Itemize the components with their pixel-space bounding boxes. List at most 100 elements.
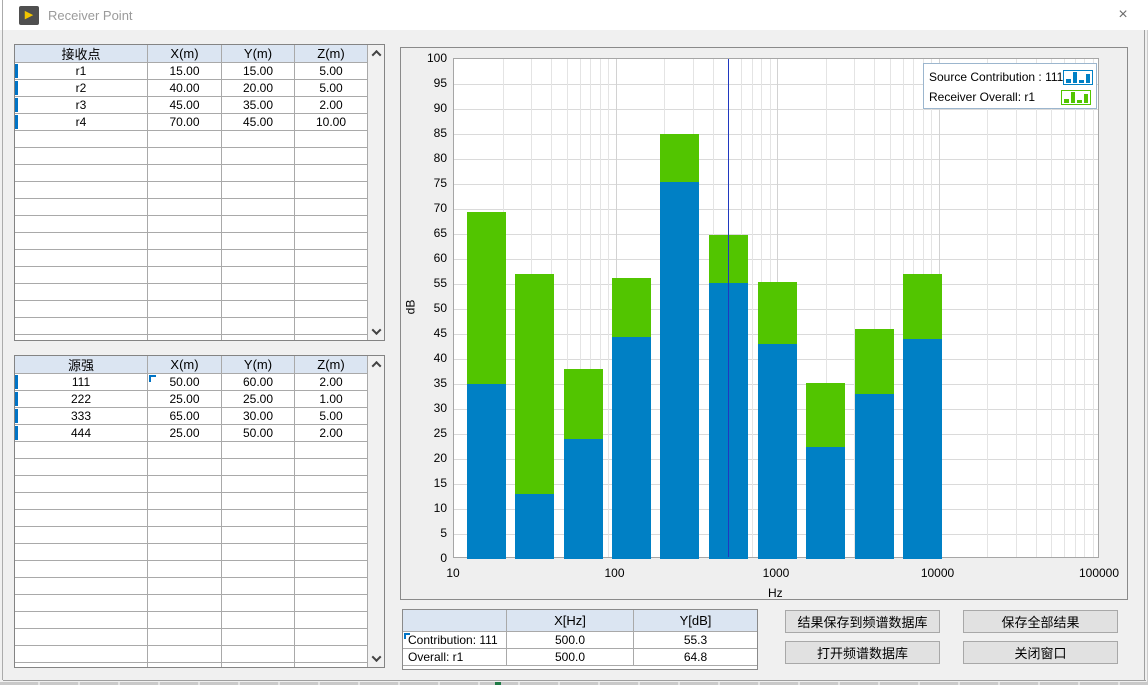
table-cell[interactable]: 60.00 bbox=[222, 374, 295, 391]
table-cell[interactable] bbox=[222, 629, 295, 646]
table-cell[interactable] bbox=[295, 476, 367, 493]
table-cell[interactable]: 500.0 bbox=[507, 649, 634, 666]
table-cell[interactable] bbox=[148, 459, 222, 476]
table-cell[interactable] bbox=[148, 250, 222, 267]
table-cell[interactable]: 20.00 bbox=[222, 80, 295, 97]
table-cell[interactable] bbox=[222, 578, 295, 595]
table-cell[interactable] bbox=[222, 544, 295, 561]
legend-item-contribution[interactable]: Source Contribution : 111 bbox=[929, 67, 1091, 87]
table-cell[interactable] bbox=[15, 561, 148, 578]
table-cell[interactable] bbox=[15, 301, 148, 318]
table-cell[interactable] bbox=[15, 335, 148, 340]
table-cell[interactable] bbox=[295, 493, 367, 510]
bar-contribution[interactable] bbox=[758, 344, 797, 559]
bar-contribution[interactable] bbox=[855, 394, 894, 559]
table-cell[interactable] bbox=[222, 148, 295, 165]
table-cell[interactable]: 25.00 bbox=[148, 391, 222, 408]
table-cell[interactable]: 30.00 bbox=[222, 408, 295, 425]
table-cell[interactable]: 5.00 bbox=[295, 408, 367, 425]
table-cell[interactable] bbox=[148, 216, 222, 233]
chart-cursor-line[interactable] bbox=[728, 59, 729, 557]
table-cell[interactable] bbox=[15, 148, 148, 165]
table-cell[interactable] bbox=[295, 335, 367, 340]
table-cell[interactable] bbox=[295, 595, 367, 612]
legend-item-overall[interactable]: Receiver Overall: r1 bbox=[929, 87, 1091, 107]
table-cell[interactable] bbox=[15, 476, 148, 493]
table-cell[interactable]: 2.00 bbox=[295, 97, 367, 114]
bar-contribution[interactable] bbox=[660, 182, 699, 560]
table-cell[interactable] bbox=[222, 612, 295, 629]
table-cell[interactable] bbox=[295, 250, 367, 267]
table-cell[interactable] bbox=[15, 165, 148, 182]
table-cell[interactable] bbox=[222, 442, 295, 459]
table-cell[interactable] bbox=[222, 527, 295, 544]
table-cell[interactable]: 333 bbox=[15, 408, 148, 425]
table-cell[interactable]: 444 bbox=[15, 425, 148, 442]
save-all-results-button[interactable]: 保存全部结果 bbox=[963, 610, 1118, 633]
table-cell[interactable] bbox=[222, 233, 295, 250]
bar-contribution[interactable] bbox=[515, 494, 554, 559]
table-cell[interactable] bbox=[15, 578, 148, 595]
table-cell[interactable]: Contribution: 111 bbox=[403, 632, 507, 649]
table-cell[interactable] bbox=[15, 199, 148, 216]
table-cell[interactable]: 10.00 bbox=[295, 114, 367, 131]
table-cell[interactable] bbox=[15, 493, 148, 510]
table-cell[interactable]: 35.00 bbox=[222, 97, 295, 114]
table-cell[interactable] bbox=[148, 148, 222, 165]
table-cell[interactable] bbox=[148, 165, 222, 182]
table-cell[interactable] bbox=[15, 267, 148, 284]
close-button[interactable]: × bbox=[1108, 4, 1138, 26]
plot-area[interactable] bbox=[453, 58, 1099, 558]
table-cell[interactable] bbox=[15, 544, 148, 561]
table-cell[interactable] bbox=[148, 301, 222, 318]
bar-overall[interactable] bbox=[612, 278, 651, 337]
table-cell[interactable]: 500.0 bbox=[507, 632, 634, 649]
table-cell[interactable] bbox=[148, 527, 222, 544]
bar-overall[interactable] bbox=[660, 134, 699, 182]
table-cell[interactable] bbox=[222, 595, 295, 612]
close-window-button[interactable]: 关闭窗口 bbox=[963, 641, 1118, 664]
scroll-up-icon[interactable] bbox=[368, 356, 384, 373]
bar-overall[interactable] bbox=[855, 329, 894, 394]
source-table-scrollbar[interactable] bbox=[367, 356, 384, 667]
table-cell[interactable] bbox=[222, 318, 295, 335]
table-cell[interactable] bbox=[15, 510, 148, 527]
table-cell[interactable] bbox=[295, 612, 367, 629]
table-cell[interactable] bbox=[148, 131, 222, 148]
table-cell[interactable] bbox=[222, 182, 295, 199]
table-cell[interactable]: 40.00 bbox=[148, 80, 222, 97]
table-cell[interactable]: 2.00 bbox=[295, 425, 367, 442]
table-cell[interactable] bbox=[148, 233, 222, 250]
table-cell[interactable] bbox=[148, 595, 222, 612]
bar-overall[interactable] bbox=[806, 383, 845, 447]
table-cell[interactable] bbox=[222, 663, 295, 667]
table-cell[interactable] bbox=[148, 612, 222, 629]
table-cell[interactable] bbox=[222, 335, 295, 340]
table-cell[interactable] bbox=[15, 442, 148, 459]
table-cell[interactable]: 45.00 bbox=[148, 97, 222, 114]
table-cell[interactable] bbox=[148, 199, 222, 216]
scroll-up-icon[interactable] bbox=[368, 45, 384, 62]
table-cell[interactable] bbox=[222, 250, 295, 267]
table-cell[interactable]: 15.00 bbox=[222, 63, 295, 80]
table-cell[interactable] bbox=[15, 663, 148, 667]
table-cell[interactable] bbox=[295, 578, 367, 595]
table-cell[interactable] bbox=[148, 646, 222, 663]
bar-contribution[interactable] bbox=[612, 337, 651, 560]
table-cell[interactable] bbox=[295, 216, 367, 233]
table-cell[interactable] bbox=[15, 595, 148, 612]
bar-overall[interactable] bbox=[515, 274, 554, 494]
table-cell[interactable] bbox=[15, 284, 148, 301]
chart-legend[interactable]: Source Contribution : 111 Receiver Overa… bbox=[923, 63, 1097, 109]
table-cell[interactable] bbox=[222, 131, 295, 148]
table-cell[interactable]: 111 bbox=[15, 374, 148, 391]
table-cell[interactable]: 64.8 bbox=[634, 649, 757, 666]
table-cell[interactable] bbox=[148, 335, 222, 340]
table-cell[interactable] bbox=[295, 131, 367, 148]
table-cell[interactable]: 55.3 bbox=[634, 632, 757, 649]
table-cell[interactable]: 222 bbox=[15, 391, 148, 408]
table-cell[interactable] bbox=[15, 233, 148, 250]
table-cell[interactable] bbox=[295, 199, 367, 216]
table-cell[interactable] bbox=[222, 284, 295, 301]
table-cell[interactable] bbox=[15, 216, 148, 233]
